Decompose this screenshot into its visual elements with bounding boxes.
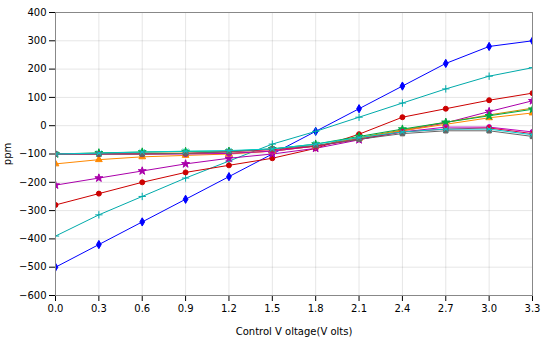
- svg-text:0.0: 0.0: [48, 303, 64, 314]
- svg-text:1.2: 1.2: [221, 303, 237, 314]
- svg-text:300: 300: [27, 35, 46, 46]
- svg-text:−600: −600: [19, 290, 46, 301]
- svg-text:100: 100: [27, 92, 46, 103]
- svg-text:400: 400: [27, 7, 46, 18]
- svg-text:−100: −100: [19, 148, 46, 159]
- svg-text:0.9: 0.9: [178, 303, 194, 314]
- svg-text:2.1: 2.1: [351, 303, 367, 314]
- svg-text:0.3: 0.3: [91, 303, 107, 314]
- svg-text:3.3: 3.3: [525, 303, 541, 314]
- svg-text:ppm: ppm: [2, 143, 13, 165]
- svg-text:2.7: 2.7: [438, 303, 454, 314]
- svg-text:1.8: 1.8: [308, 303, 324, 314]
- svg-text:−200: −200: [19, 177, 46, 188]
- svg-text:−300: −300: [19, 205, 46, 216]
- svg-text:0.6: 0.6: [134, 303, 150, 314]
- svg-text:200: 200: [27, 63, 46, 74]
- svg-text:2.4: 2.4: [394, 303, 410, 314]
- svg-text:Control V oltage(V olts): Control V oltage(V olts): [236, 326, 353, 337]
- svg-text:1.5: 1.5: [264, 303, 280, 314]
- svg-text:3.0: 3.0: [481, 303, 497, 314]
- svg-text:0: 0: [40, 120, 46, 131]
- svg-text:−400: −400: [19, 233, 46, 244]
- svg-text:−500: −500: [19, 261, 46, 272]
